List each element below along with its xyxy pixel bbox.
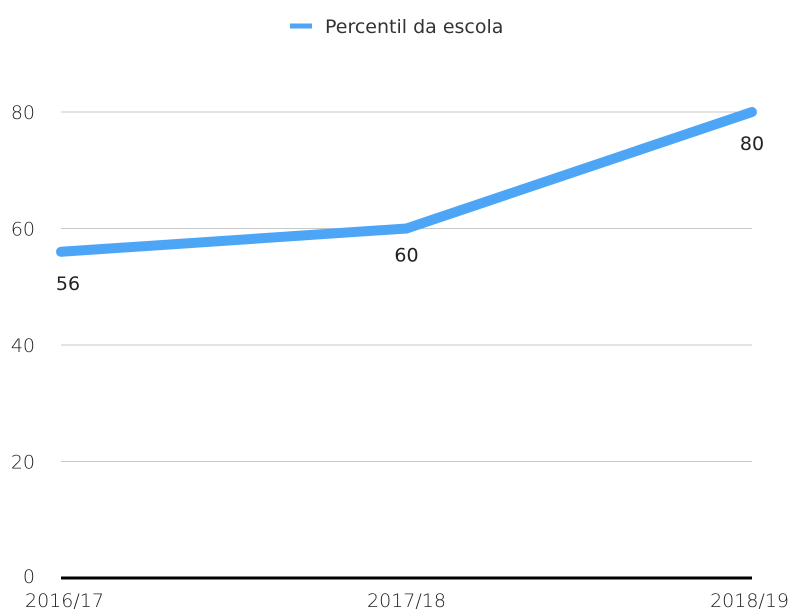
y-axis-tick-labels: 0 20 40 60 80 [11, 102, 35, 588]
y-tick-label-40: 40 [11, 335, 35, 357]
legend-label-percentil-da-escola: Percentil da escola [325, 16, 503, 38]
y-tick-label-20: 20 [11, 452, 35, 474]
data-label-2017-18: 60 [394, 245, 418, 267]
series-group [56, 107, 757, 257]
data-label-2018-19: 80 [740, 133, 764, 155]
x-tick-label-2017-18: 2017/18 [367, 590, 446, 610]
data-point-2016-17[interactable] [56, 246, 66, 257]
x-tick-label-2016-17: 2016/17 [25, 590, 104, 610]
data-point-2018-19[interactable] [747, 107, 757, 117]
gridlines [61, 111, 752, 462]
data-label-2016-17: 56 [56, 273, 80, 295]
y-tick-label-80: 80 [11, 102, 35, 124]
x-axis-tick-labels: 2016/17 2017/18 2018/19 [25, 590, 789, 610]
data-labels: 56 60 80 [56, 133, 764, 295]
data-point-2017-18[interactable] [401, 223, 412, 234]
y-tick-label-0: 0 [23, 566, 35, 588]
x-tick-label-2018-19: 2018/19 [710, 590, 789, 610]
y-tick-label-60: 60 [11, 219, 35, 241]
legend[interactable]: Percentil da escola [290, 16, 503, 38]
